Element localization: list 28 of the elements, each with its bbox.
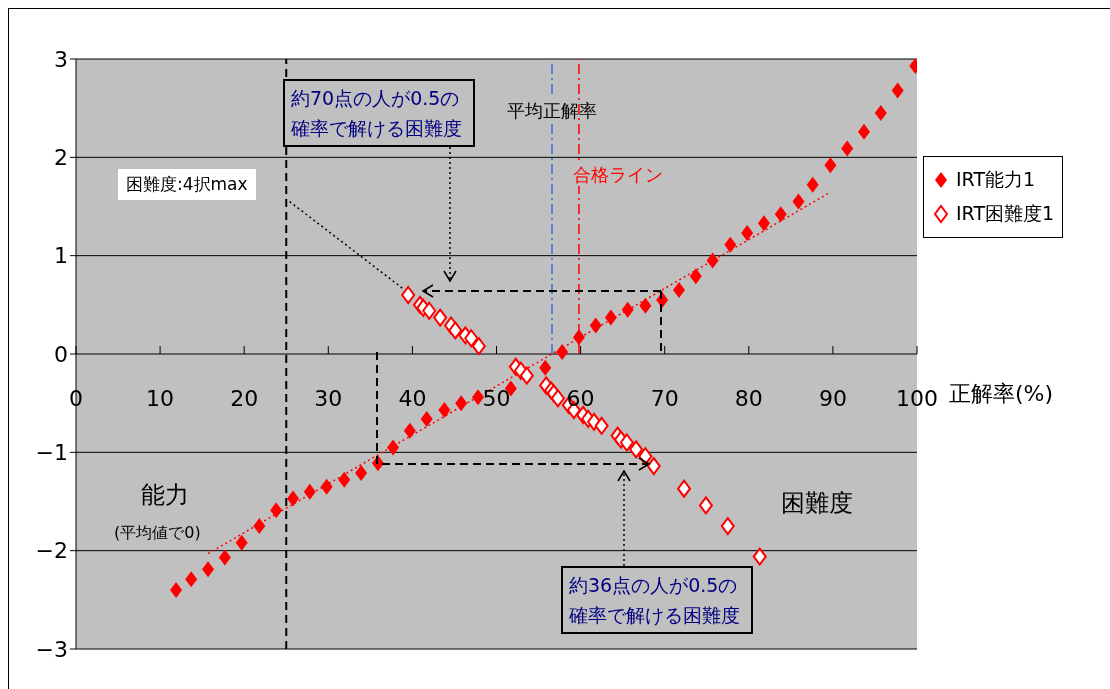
x-axis-title: 正解率(%) [949,381,1054,406]
x-tick-label: 100 [896,386,938,411]
y-tick-label: −2 [35,538,68,564]
y-tick-label: 0 [54,341,68,367]
x-tick-label: 60 [566,386,595,411]
x-tick-label: 20 [230,386,259,411]
ref-line-label: 平均正解率 [507,100,598,121]
y-tick-label: −3 [35,636,68,662]
annotation: 約36点の人が0.5の確率で解ける困難度 [561,566,753,634]
annotation: 困難度 [781,488,853,519]
annotation: 約70点の人が0.5の確率で解ける困難度 [283,79,475,147]
x-tick-label: 70 [650,386,679,411]
y-tick-label: 3 [54,46,68,72]
annotation: (平均値で0) [114,523,201,544]
x-tick-label: 90 [818,386,847,411]
ref-line-label: 合格ライン [572,164,663,185]
y-tick-label: −1 [35,440,68,466]
x-tick-label: 80 [734,386,763,411]
x-tick-label: 40 [398,386,427,411]
annotation: 能力 [141,480,189,511]
x-tick-label: 50 [482,386,511,411]
y-tick-label: 2 [54,145,68,171]
x-tick-label: 10 [146,386,175,411]
annotation: 困難度:4択max [118,169,256,200]
legend-label: IRT能力1 [956,167,1036,192]
y-tick-label: 1 [54,243,68,269]
x-tick-label: 30 [314,386,343,411]
legend-label: IRT困難度1 [956,201,1055,226]
